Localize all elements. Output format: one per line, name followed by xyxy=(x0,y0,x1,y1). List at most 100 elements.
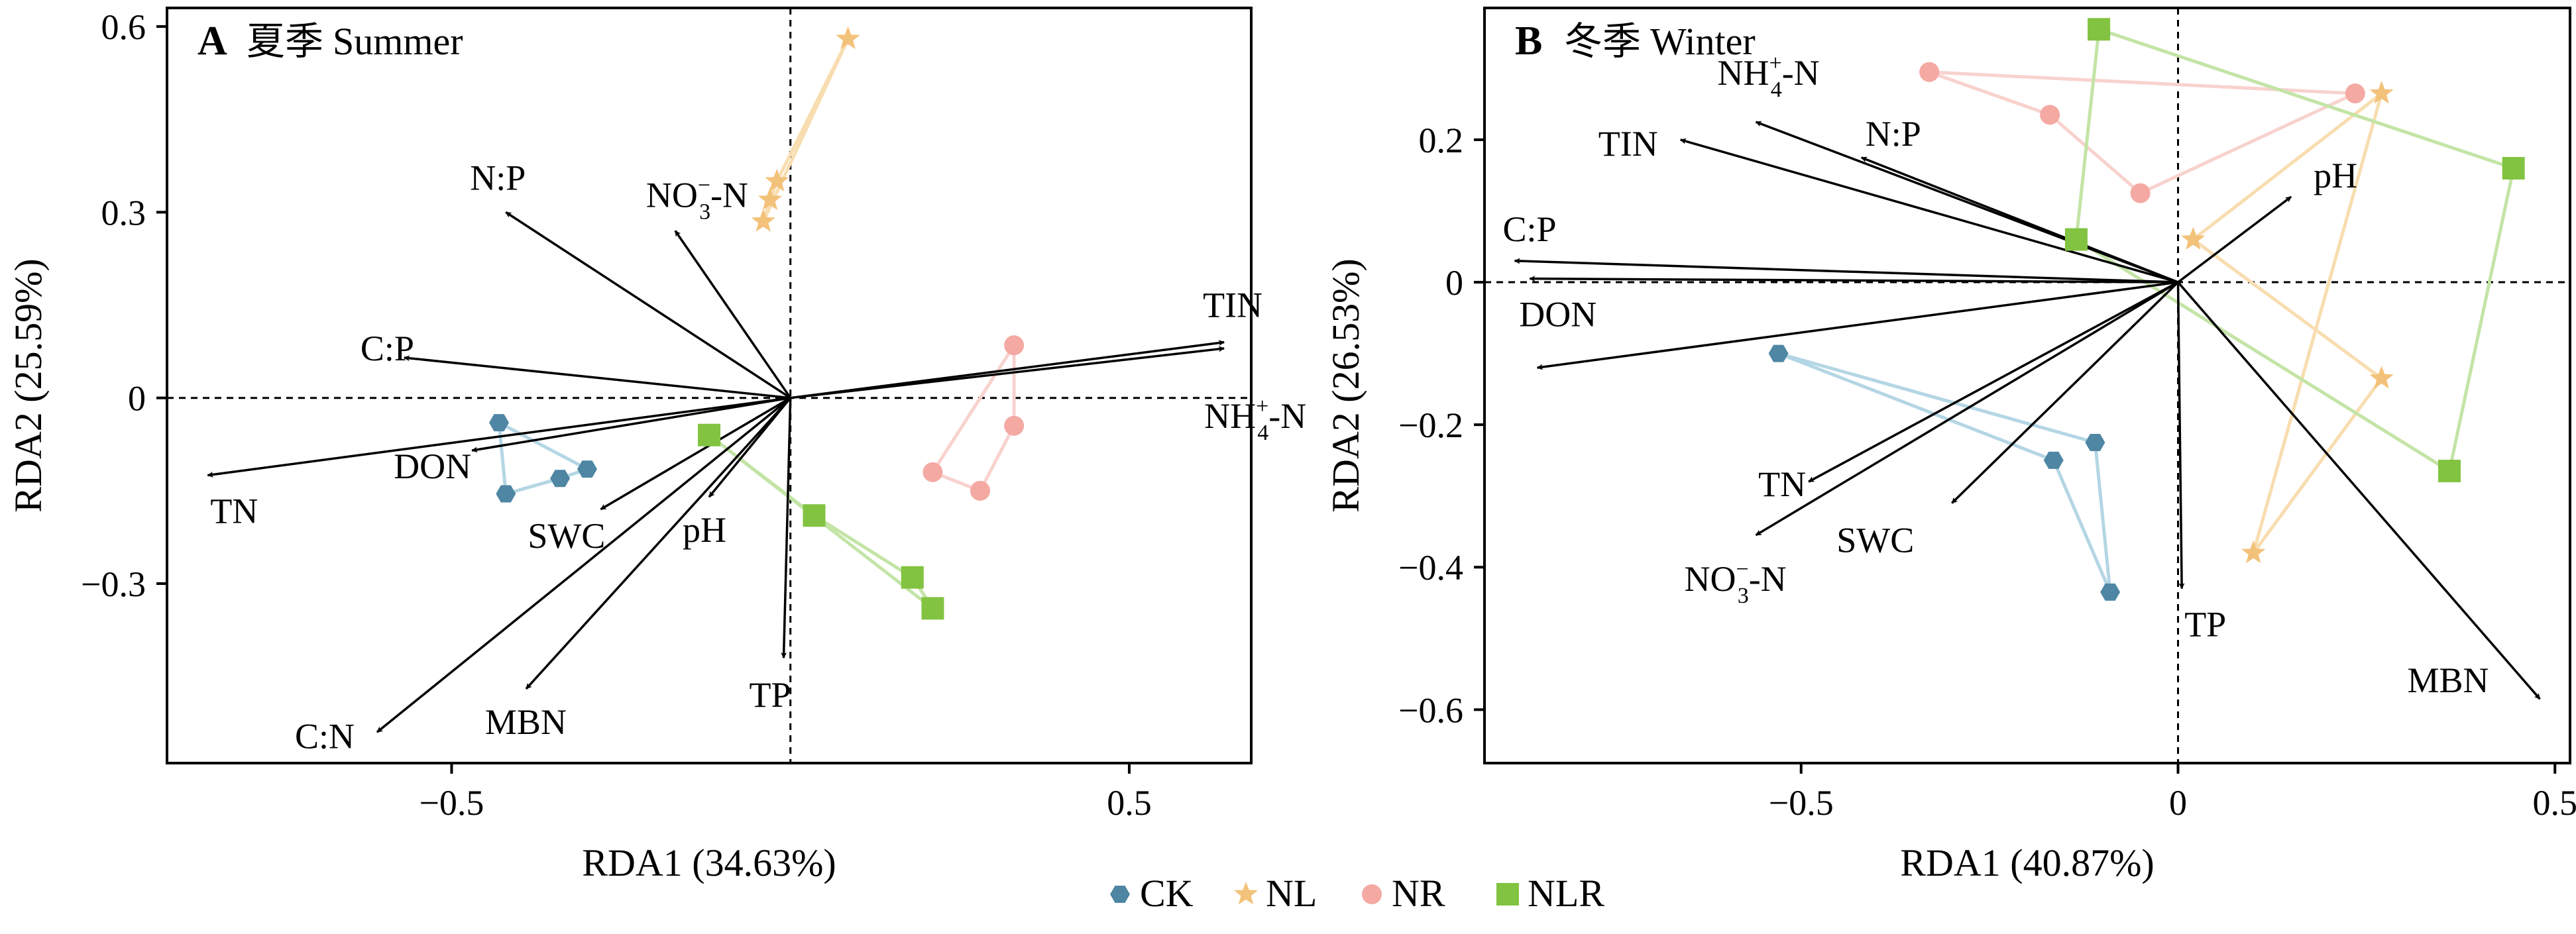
panel-a-arrow-label-ph: pH xyxy=(683,510,726,550)
panel-a-xtick-label: −0.5 xyxy=(419,783,484,823)
panel-a-arrow-don xyxy=(471,396,791,453)
panel-b-arrow-no3-n xyxy=(1755,281,2179,537)
panel-a-arrow-label-mbn: MBN xyxy=(485,702,567,742)
panel-b-nr-point xyxy=(2040,105,2060,125)
panel-b-arrow-label-no3-n: NO− 3-N xyxy=(1685,557,1787,608)
panel-a-y-axis-title: RDA2 (25.59%) xyxy=(7,258,50,512)
panel-a-nr-point xyxy=(1004,335,1025,356)
panel-b-arrow-tn xyxy=(1808,281,2179,483)
panel-b-arrow-label-tin: TIN xyxy=(1598,124,1658,164)
panel-a-nlr-point xyxy=(803,504,826,527)
panel-a-arrow-label-don: DON xyxy=(394,446,471,486)
panel-a-arrow-no3-n xyxy=(674,230,792,399)
panel-b-nl-point xyxy=(2369,81,2394,104)
panel-b-letter: B xyxy=(1515,19,1542,64)
panel-a-nr-hull xyxy=(930,343,1016,493)
panel-a-nl-point xyxy=(765,168,789,191)
panel-a-arrow-label-tp: TP xyxy=(749,675,791,715)
panel-b-arrow-tin xyxy=(1679,138,2178,284)
panel-a-ck-point xyxy=(496,485,516,503)
panel-a-frame xyxy=(166,7,1253,764)
panel-b-ytick-label: −0.2 xyxy=(1398,405,1463,445)
panel-a-arrow-tn xyxy=(207,396,791,478)
panel-b-arrow-n-p xyxy=(1860,156,2179,284)
panel-b-nl-point xyxy=(2369,366,2394,389)
panel-a-arrow-c-p xyxy=(403,355,791,399)
panel-a-arrow-swc xyxy=(600,397,791,511)
panel-b-arrow-label-swc: SWC xyxy=(1836,520,1914,560)
panel-b-arrow-don xyxy=(1529,276,2178,284)
panel-b-arrow-ph xyxy=(2177,195,2292,284)
panel-b-ck-hull xyxy=(1777,352,2112,594)
panel-b-nlr-point xyxy=(2064,228,2088,251)
legend-hexagon-icon xyxy=(1110,886,1130,903)
panel-a-nr-point xyxy=(1004,415,1025,436)
panel-a-nl-point xyxy=(836,26,860,50)
panel-b-winter: −0.5 0 0.5 0.2 0 −0.2 −0.4 −0.6 NH+ 4-N TIN N:P pH C… xyxy=(1324,7,2576,884)
panel-b-ck-point xyxy=(2085,434,2105,451)
panel-a-ytick-label: 0.3 xyxy=(101,193,146,233)
panel-a-arrow-tp xyxy=(781,397,792,659)
panel-a-nlr-point xyxy=(901,566,924,589)
legend-circle-icon xyxy=(1362,884,1382,904)
legend-star-icon xyxy=(1233,882,1259,905)
panel-a-nr-point xyxy=(970,480,990,501)
panel-a-arrow-label-c-n: C:N xyxy=(295,716,355,756)
panel-b-ytick-label: 0.2 xyxy=(1419,121,1464,160)
panel-a-arrow-label-c-p: C:P xyxy=(361,329,414,368)
panel-b-nr-point xyxy=(1919,62,1940,82)
panel-b-ytick-label: 0 xyxy=(1445,263,1463,303)
panel-a-nl-hull xyxy=(761,37,850,223)
panel-a-arrow-label-nh4plus-n: NH+ 4-N xyxy=(1204,394,1306,445)
panel-a-nl-point xyxy=(758,187,783,210)
panel-a-ytick-label: −0.3 xyxy=(81,564,146,604)
panel-a-arrow-label-tin: TIN xyxy=(1203,285,1262,325)
panel-b-arrow-label-don: DON xyxy=(1519,295,1596,335)
panel-a-title: 夏季 Summer xyxy=(247,19,463,64)
panel-b-arrow-label-ph: pH xyxy=(2314,156,2357,195)
panel-b-nlr-point xyxy=(2438,460,2461,483)
panel-a-arrow-nh4plus-n xyxy=(790,346,1225,399)
panel-b-y-axis-title: RDA2 (26.53%) xyxy=(1324,258,1367,512)
panel-b-arrow-unlabeled xyxy=(1536,281,2178,370)
panel-a-ck-point xyxy=(550,470,571,488)
panel-b-ytick-label: −0.6 xyxy=(1398,690,1463,730)
panel-a-nr-point xyxy=(923,462,943,482)
panel-a-arrow-label-no3-n: NO− 3-N xyxy=(646,173,748,224)
panel-a-arrow-c-n xyxy=(376,397,791,733)
panel-b-nr-hull xyxy=(1927,70,2357,195)
panel-b-frame xyxy=(1483,7,2571,764)
panel-b-arrow-label-tn: TN xyxy=(1758,464,1806,504)
panel-b-arrow-swc xyxy=(1951,281,2179,504)
panel-a-ytick-label: 0 xyxy=(128,379,146,419)
legend-label-nlr: NLR xyxy=(1528,872,1604,915)
panel-b-arrow-label-nh4plus-n: NH+ 4-N xyxy=(1718,51,1820,102)
legend: CK NL NR NLR xyxy=(1110,872,1604,915)
panel-a-xtick-label: 0.5 xyxy=(1107,783,1152,823)
panel-b-nr-point xyxy=(2345,83,2365,104)
panel-b-ytick-label: −0.4 xyxy=(1398,548,1463,588)
panel-a-nlr-point xyxy=(698,423,720,446)
panel-b-nlr-point xyxy=(2502,156,2525,180)
panel-b-nl-point xyxy=(2241,540,2266,564)
panel-b-arrow-label-n-p: N:P xyxy=(1866,114,1921,154)
panel-b-arrow-c-p xyxy=(1514,258,2178,284)
panel-b-xtick-label: 0 xyxy=(2169,783,2187,823)
panel-a-arrow-label-n-p: N:P xyxy=(470,158,526,197)
panel-b-arrow-label-mbn: MBN xyxy=(2408,660,2489,700)
panel-a-arrow-label-tn: TN xyxy=(210,491,258,531)
panel-b-arrow-label-c-p: C:P xyxy=(1503,209,1557,249)
legend-label-nr: NR xyxy=(1392,872,1445,915)
panel-b-xtick-label: −0.5 xyxy=(1769,783,1834,823)
panel-a-x-axis-title: RDA1 (34.63%) xyxy=(582,841,836,884)
panel-b-nl-point xyxy=(2181,227,2206,250)
panel-a-ck-point xyxy=(489,414,509,432)
panel-b-arrow-label-tp: TP xyxy=(2184,605,2226,645)
panel-b-arrow-tp xyxy=(2176,282,2185,590)
panel-b-ck-point xyxy=(2043,451,2064,469)
panel-a-nl-point xyxy=(751,209,775,232)
panel-a-arrow-mbn xyxy=(525,397,791,690)
panel-a-ytick-label: 0.6 xyxy=(101,7,146,47)
panel-a-arrow-n-p xyxy=(505,211,791,399)
legend-label-ck: CK xyxy=(1140,872,1194,915)
